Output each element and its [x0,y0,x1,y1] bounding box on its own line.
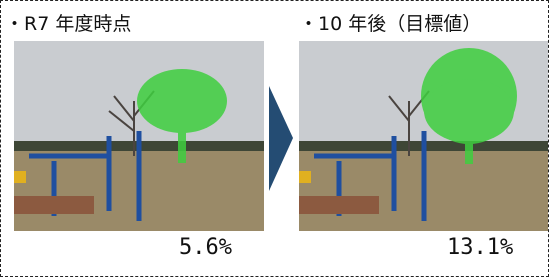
photo-now [14,41,264,231]
left-value: 5.6% [179,235,232,260]
left-title: ・R7 年度時点 [5,9,131,36]
photo-future [299,41,549,231]
slide: ・R7 年度時点 ・10 年後（目標値） 5.6% 13.1% [0,0,549,277]
right-title: ・10 年後（目標値） [299,9,481,36]
right-value: 13.1% [447,235,513,260]
arrow [267,86,295,191]
